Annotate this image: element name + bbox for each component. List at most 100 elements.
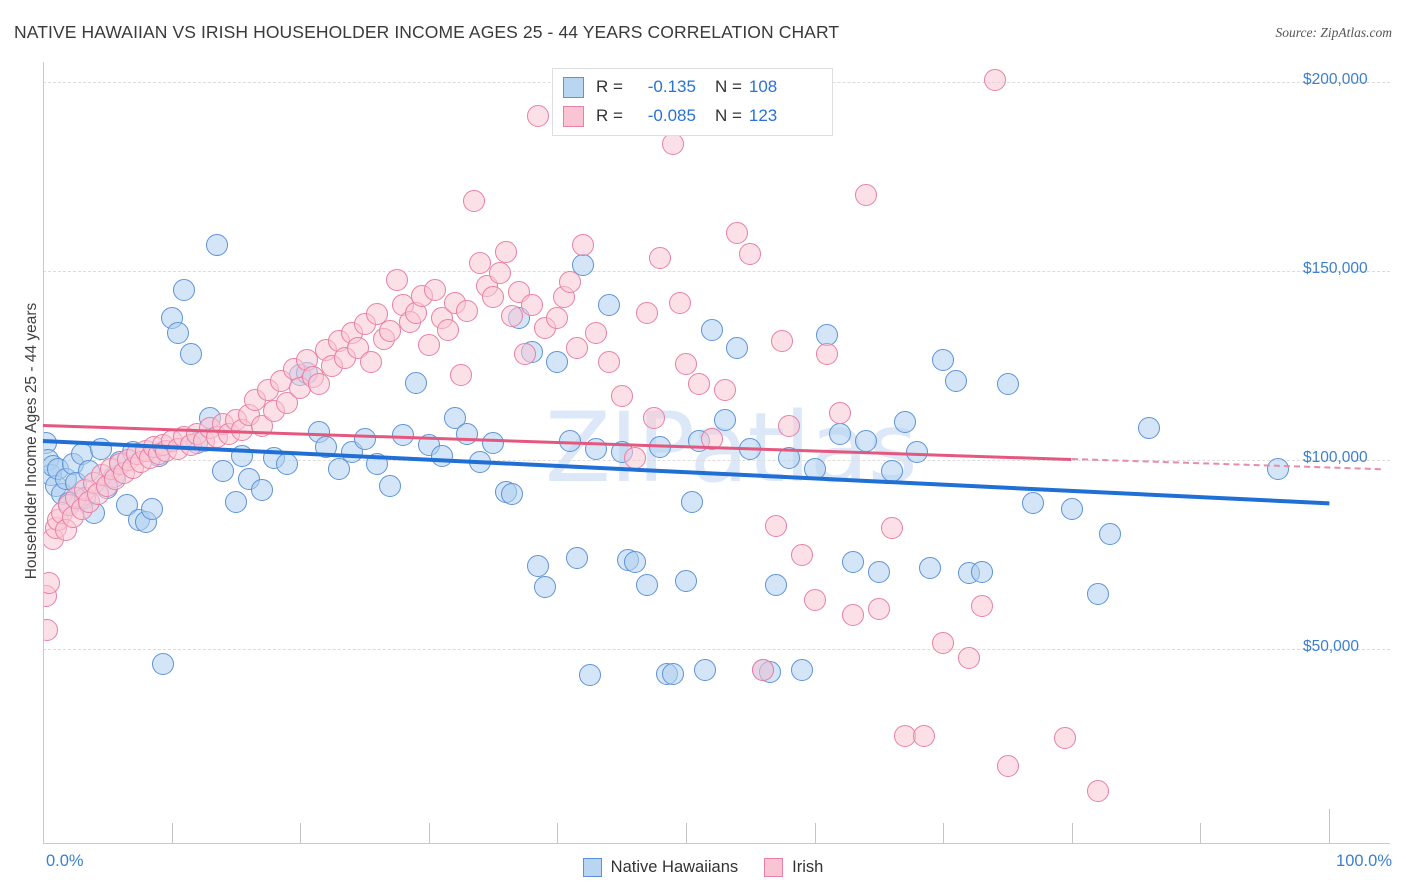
data-point (829, 401, 852, 424)
y-tick-label: $200,000 (1303, 71, 1368, 88)
data-point (642, 407, 665, 430)
data-point (379, 320, 402, 343)
data-point (687, 373, 710, 396)
data-point (404, 371, 427, 394)
data-point (945, 369, 968, 392)
data-point (636, 301, 659, 324)
data-point (546, 350, 569, 373)
data-point (327, 458, 350, 481)
data-point (417, 333, 440, 356)
y-axis-line (43, 62, 44, 843)
data-point (469, 450, 492, 473)
data-point (366, 303, 389, 326)
data-point (449, 363, 472, 386)
blue-legend-swatch-icon (582, 857, 602, 877)
data-point (488, 261, 511, 284)
data-point (610, 384, 633, 407)
data-point (790, 543, 813, 566)
x-axis-tick (686, 823, 687, 843)
r-value-blue: -0.135 (647, 77, 696, 96)
data-point (141, 498, 164, 521)
data-point (694, 658, 717, 681)
data-point (385, 269, 408, 292)
n-value-pink: 123 (748, 106, 778, 125)
data-point (662, 662, 685, 685)
data-point (662, 133, 685, 156)
data-point (250, 414, 273, 437)
x-axis-tick (1071, 823, 1073, 843)
y-tick-label: $100,000 (1303, 449, 1368, 466)
data-point (501, 305, 524, 328)
data-point (765, 515, 788, 538)
data-point (578, 664, 601, 687)
data-point (970, 594, 993, 617)
data-point (173, 278, 196, 301)
data-point (739, 437, 762, 460)
data-point (250, 479, 273, 502)
data-point (996, 755, 1019, 778)
x-axis-tick (814, 823, 816, 843)
x-axis-line (43, 843, 1390, 844)
data-point (700, 428, 723, 451)
data-point (520, 294, 543, 317)
data-point (43, 619, 58, 642)
gridline (43, 271, 1390, 272)
pink-legend-swatch-icon (764, 857, 784, 877)
data-point (649, 435, 672, 458)
x-axis-tick (1329, 809, 1330, 843)
data-point (314, 435, 337, 458)
legend-item-irish[interactable]: Irish (764, 857, 824, 877)
data-point (151, 653, 174, 676)
data-point (1022, 492, 1045, 515)
data-point (572, 233, 595, 256)
data-point (89, 437, 112, 460)
legend-label-irish: Irish (792, 857, 824, 876)
data-point (482, 286, 505, 309)
data-point (816, 343, 839, 366)
x-axis-min-label: 0.0% (46, 852, 84, 870)
data-point (559, 430, 582, 453)
data-point (777, 414, 800, 437)
gridline (43, 649, 1390, 650)
x-axis-tick (428, 823, 430, 843)
data-point (1137, 416, 1160, 439)
data-point (559, 271, 582, 294)
data-point (224, 490, 247, 513)
data-point (501, 483, 524, 506)
pink-swatch-icon (563, 105, 584, 127)
legend-label-native-hawaiians: Native Hawaiians (610, 857, 739, 876)
data-point (456, 422, 479, 445)
data-point (623, 447, 646, 470)
data-point (777, 447, 800, 470)
data-point (546, 307, 569, 330)
x-axis-tick (300, 823, 302, 843)
data-point (855, 184, 878, 207)
data-point (996, 373, 1019, 396)
data-point (790, 658, 813, 681)
data-point (842, 603, 865, 626)
y-tick-label: $150,000 (1303, 260, 1368, 277)
data-point (932, 348, 955, 371)
data-point (765, 573, 788, 596)
stats-row-irish: R = -0.085 N = 123 (563, 102, 777, 130)
data-point (623, 551, 646, 574)
data-point (726, 222, 749, 245)
data-point (739, 242, 762, 265)
data-point (514, 343, 537, 366)
data-point (527, 554, 550, 577)
data-point (842, 551, 865, 574)
x-axis-tick (1200, 823, 1202, 843)
data-point (713, 409, 736, 432)
page-title: NATIVE HAWAIIAN VS IRISH HOUSEHOLDER INC… (14, 22, 840, 42)
data-point (462, 190, 485, 213)
x-axis-tick (943, 823, 945, 843)
data-point (456, 299, 479, 322)
x-axis-max-label: 100.0% (1336, 852, 1392, 870)
data-point (919, 556, 942, 579)
data-point (565, 337, 588, 360)
data-point (379, 475, 402, 498)
legend-item-native-hawaiians[interactable]: Native Hawaiians (582, 857, 739, 877)
data-point (167, 322, 190, 345)
data-point (494, 241, 517, 264)
data-point (43, 571, 61, 594)
